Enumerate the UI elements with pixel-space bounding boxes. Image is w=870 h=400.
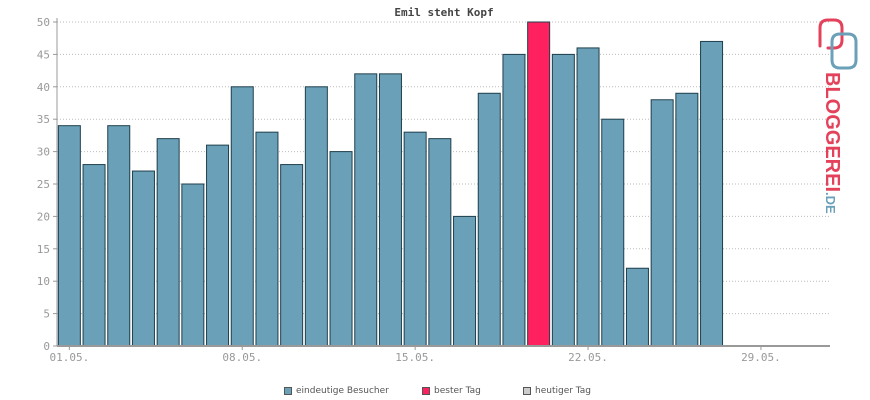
legend: eindeutige Besucher bester Tag heutiger …: [0, 384, 870, 400]
legend-swatch-visitors: [284, 387, 292, 395]
bar-chart: Emil steht Kopf 0 5 10 15 20 25 30 35 40 45 50 01.…: [37, 6, 830, 364]
legend-label-visitors: eindeutige Besucher: [296, 386, 389, 396]
bar: [601, 118, 625, 347]
y-tick-label: 30: [37, 146, 50, 159]
bar: [280, 164, 304, 347]
bar: [576, 47, 600, 347]
x-tick-label: 22.05.: [568, 351, 608, 364]
bar: [551, 53, 575, 347]
bar: [428, 138, 452, 347]
bar: [107, 125, 131, 347]
y-tick-label: 0: [43, 340, 50, 353]
legend-label-today: heutiger Tag: [535, 386, 592, 396]
legend-item-best-day: bester Tag: [422, 386, 481, 396]
bar: [378, 73, 402, 347]
bar: [181, 183, 205, 347]
bar: [57, 125, 81, 347]
logo-mark-icon: [818, 18, 858, 70]
axes: [56, 18, 830, 347]
bar: [230, 86, 254, 347]
y-tick-label: 20: [37, 210, 50, 223]
bar: [675, 92, 699, 347]
bar: [131, 170, 155, 347]
y-tick-label: 35: [37, 113, 50, 126]
legend-item-visitors: eindeutige Besucher: [284, 386, 389, 396]
bar-best-day: [527, 21, 551, 347]
x-tick-label: 01.05.: [49, 351, 89, 364]
bar: [255, 131, 279, 347]
bar: [502, 53, 526, 347]
y-tick-label: 5: [43, 308, 50, 321]
bloggerei-logo: BLOGGEREI.DE: [818, 18, 858, 214]
bar: [156, 138, 180, 347]
logo-wordmark: BLOGGEREI.DE: [821, 72, 843, 214]
bar: [354, 73, 378, 347]
y-tick-label: 45: [37, 48, 50, 61]
x-tick-label: 08.05.: [222, 351, 262, 364]
bar: [403, 131, 427, 347]
x-tick-label: 15.05.: [395, 351, 435, 364]
bars-group: [57, 21, 724, 347]
bar: [304, 86, 328, 347]
bar: [329, 151, 353, 347]
x-axis-ticks: 01.05. 08.05. 15.05. 22.05. 29.05.: [49, 346, 781, 364]
y-tick-label: 25: [37, 178, 50, 191]
bar: [82, 164, 106, 347]
x-tick-label: 29.05.: [741, 351, 781, 364]
bar: [477, 92, 501, 347]
legend-swatch-today: [523, 387, 531, 395]
bar: [650, 99, 674, 347]
y-tick-label: 40: [37, 81, 50, 94]
legend-label-best-day: bester Tag: [434, 386, 481, 396]
y-axis-ticks: 0 5 10 15 20 25 30 35 40 45 50: [37, 16, 57, 353]
y-tick-label: 50: [37, 16, 50, 29]
bar: [625, 267, 649, 347]
legend-swatch-best-day: [422, 387, 430, 395]
bar: [206, 144, 230, 347]
chart-title: Emil steht Kopf: [394, 6, 493, 19]
bar: [700, 40, 724, 347]
bar: [453, 215, 477, 347]
y-tick-label: 10: [37, 275, 50, 288]
y-tick-label: 15: [37, 243, 50, 256]
legend-item-today: heutiger Tag: [523, 386, 591, 396]
